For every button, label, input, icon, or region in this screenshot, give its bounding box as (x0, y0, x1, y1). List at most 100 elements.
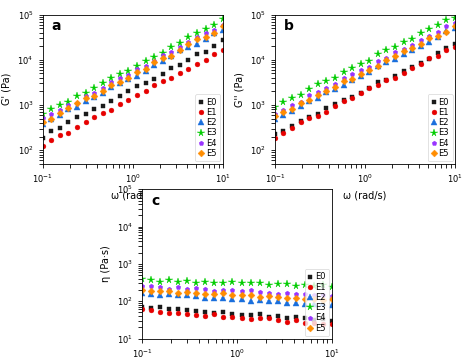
E3 (168, 45, 174, 50)
E3 (100, 81, 106, 86)
E4 (91, 91, 97, 95)
E4 (358, 68, 364, 72)
E3 (392, 45, 398, 49)
Line: E3: E3 (271, 14, 459, 110)
E2 (306, 99, 312, 103)
E1 (175, 311, 181, 315)
E1 (306, 116, 312, 120)
E5 (284, 296, 290, 300)
E2 (160, 59, 165, 63)
E2 (358, 74, 364, 78)
E3 (186, 35, 191, 40)
E0 (248, 313, 254, 317)
E5 (281, 109, 286, 114)
E0 (220, 38, 226, 43)
E4 (117, 76, 123, 80)
E2 (139, 291, 145, 295)
E2 (82, 99, 88, 103)
E1 (392, 75, 398, 80)
E2 (427, 40, 432, 44)
E0 (148, 306, 154, 310)
E3 (293, 284, 299, 288)
E5 (349, 77, 355, 82)
E0 (375, 80, 381, 84)
E2 (211, 296, 217, 301)
E2 (320, 301, 326, 305)
E4 (82, 94, 88, 98)
E4 (281, 108, 286, 112)
E3 (220, 17, 226, 21)
E4 (57, 107, 63, 112)
E3 (444, 18, 449, 23)
E4 (375, 59, 381, 63)
E2 (272, 117, 278, 121)
E2 (302, 302, 308, 306)
E0 (74, 115, 80, 119)
E5 (289, 107, 295, 111)
E3 (82, 91, 88, 96)
E4 (392, 50, 398, 55)
E3 (401, 40, 406, 44)
E3 (151, 55, 157, 59)
E0 (211, 310, 217, 315)
E4 (324, 86, 329, 90)
E1 (202, 313, 208, 318)
E5 (160, 56, 165, 60)
E4 (349, 72, 355, 76)
E4 (175, 285, 181, 289)
E5 (220, 24, 226, 28)
E2 (349, 78, 355, 82)
E4 (40, 116, 46, 120)
E3 (248, 281, 254, 285)
E0 (349, 95, 355, 99)
E5 (100, 89, 106, 93)
E1 (375, 82, 381, 87)
E3 (427, 27, 432, 31)
E5 (427, 36, 432, 40)
E0 (168, 66, 174, 70)
E1 (324, 110, 329, 114)
E4 (444, 24, 449, 29)
E5 (57, 111, 63, 115)
E4 (148, 284, 154, 288)
E0 (239, 313, 245, 317)
E1 (82, 119, 88, 124)
E1 (401, 71, 406, 75)
E2 (91, 95, 97, 99)
E4 (311, 292, 317, 297)
E1 (248, 316, 254, 321)
E3 (383, 48, 389, 52)
E4 (315, 90, 320, 94)
E0 (311, 318, 317, 323)
E3 (239, 281, 245, 285)
E3 (220, 281, 226, 285)
E4 (366, 65, 372, 69)
Line: E2: E2 (272, 26, 458, 122)
E2 (375, 64, 381, 68)
E1 (329, 321, 335, 326)
E0 (117, 94, 123, 98)
E5 (157, 289, 163, 293)
E1 (366, 86, 372, 90)
E3 (289, 96, 295, 100)
E5 (177, 47, 183, 52)
E2 (315, 95, 320, 100)
E4 (177, 45, 183, 49)
E3 (311, 284, 317, 288)
E5 (117, 80, 123, 84)
E4 (126, 73, 131, 78)
E2 (248, 298, 254, 303)
E3 (298, 93, 303, 98)
E1 (281, 131, 286, 135)
E0 (186, 58, 191, 62)
E5 (109, 83, 114, 88)
E5 (410, 46, 415, 50)
E2 (220, 28, 226, 32)
E0 (40, 136, 46, 140)
E0 (166, 307, 172, 312)
E5 (383, 58, 389, 62)
E4 (166, 286, 172, 291)
E1 (160, 79, 165, 83)
E3 (157, 280, 163, 284)
E2 (148, 292, 154, 296)
